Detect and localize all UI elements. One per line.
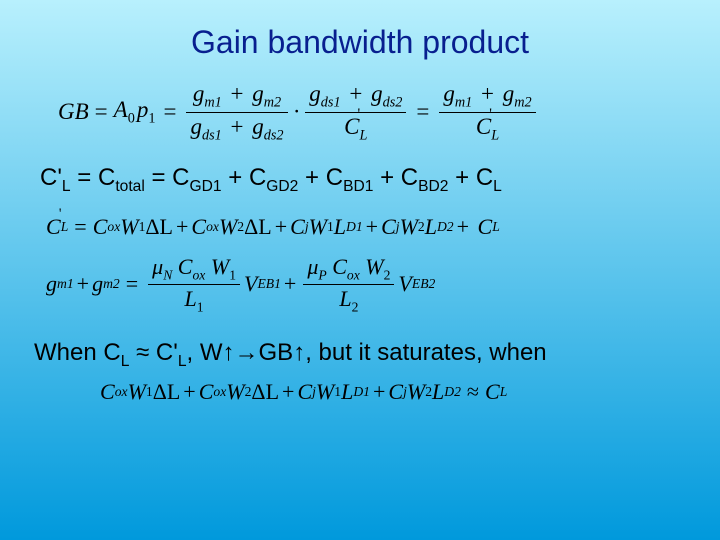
clprime: C' — [46, 214, 61, 240]
equation-gb: GB = A0 p1 = gm1 + gm2 gds1 + gds2 · gds… — [58, 81, 690, 144]
cdot-1: · — [294, 99, 300, 125]
p1: p1 — [137, 97, 156, 128]
implies-arrow: → — [235, 339, 259, 366]
equals-3: = — [416, 99, 429, 125]
equation-saturation: Cox W1 ΔL + Cox W2 ΔL + Cj W1 LD1 + Cj W… — [100, 379, 690, 405]
gb-lhs: GB — [58, 99, 89, 125]
A0: A0 — [114, 97, 135, 128]
saturation-condition-text: When CL ≈ C'L, W↑→GB↑, but it saturates,… — [34, 339, 690, 371]
frac-gds-cl: gds1 + gds2 C'L — [305, 81, 406, 144]
frac-mun: μN Cox W1 L1 — [148, 254, 240, 315]
frac-gm-gds: gm1 + gm2 gds1 + gds2 — [186, 81, 287, 144]
equals-1: = — [95, 99, 108, 125]
equals-2: = — [163, 99, 176, 125]
equation-clprime-expand: C'L = Cox W1 ΔL + Cox W2 ΔL + Cj W1 LD1 … — [46, 214, 690, 240]
slide-title: Gain bandwidth product — [30, 24, 690, 61]
frac-gm-cl: gm1 + gm2 C'L — [439, 81, 535, 144]
slide: Gain bandwidth product GB = A0 p1 = gm1 … — [0, 0, 720, 540]
cl-prime-definition: C'L = Ctotal = CGD1 + CGD2 + CBD1 + CBD2… — [40, 164, 690, 196]
equation-gm-sum: gm1 + gm2 = μN Cox W1 L1 VEB1 + μP Cox W… — [46, 254, 690, 315]
frac-mup: μP Cox W2 L2 — [303, 254, 394, 315]
